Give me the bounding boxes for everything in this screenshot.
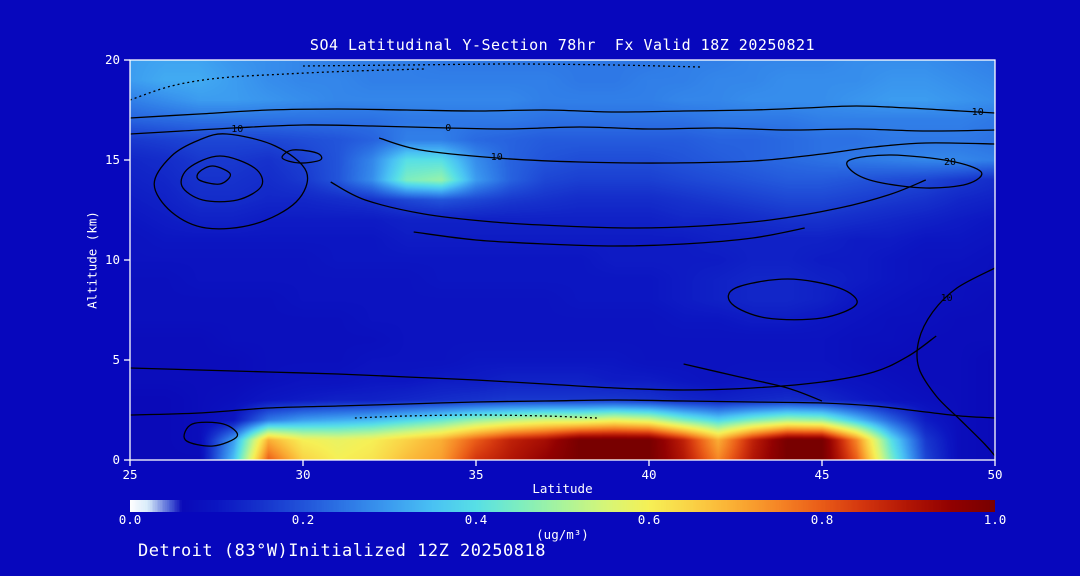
- colorbar-tick-label: 1.0: [984, 512, 1007, 527]
- colorbar-tick-label: 0.0: [119, 512, 142, 527]
- colorbar-tick-label: 0.6: [638, 512, 661, 527]
- x-axis-title: Latitude: [532, 481, 593, 496]
- colorbar-tick-label: 0.4: [465, 512, 488, 527]
- x-tick-label: 35: [468, 467, 483, 482]
- x-tick-label: 25: [122, 467, 137, 482]
- colorbar-units-label: (ug/m³): [536, 527, 589, 542]
- y-tick-label: 10: [105, 252, 120, 267]
- footer-caption: Detroit (83°W)Initialized 12Z 20250818: [138, 541, 546, 561]
- x-tick-label: 50: [987, 467, 1002, 482]
- y-tick-label: 0: [112, 452, 120, 467]
- y-axis-title: Altitude (km): [84, 211, 100, 309]
- chart-title: SO4 Latitudinal Y-Section 78hr Fx Valid …: [309, 36, 816, 54]
- colorbar-canvas: [130, 500, 995, 512]
- colorbar-tick-label: 0.2: [292, 512, 315, 527]
- y-tick-label: 15: [105, 152, 120, 167]
- heatmap-canvas: [130, 60, 995, 460]
- x-tick-label: 45: [814, 467, 829, 482]
- x-tick-label: 40: [641, 467, 656, 482]
- y-tick-label: 20: [105, 52, 120, 67]
- x-tick-label: 30: [295, 467, 310, 482]
- colorbar-tick-label: 0.8: [811, 512, 834, 527]
- y-tick-label: 5: [112, 352, 120, 367]
